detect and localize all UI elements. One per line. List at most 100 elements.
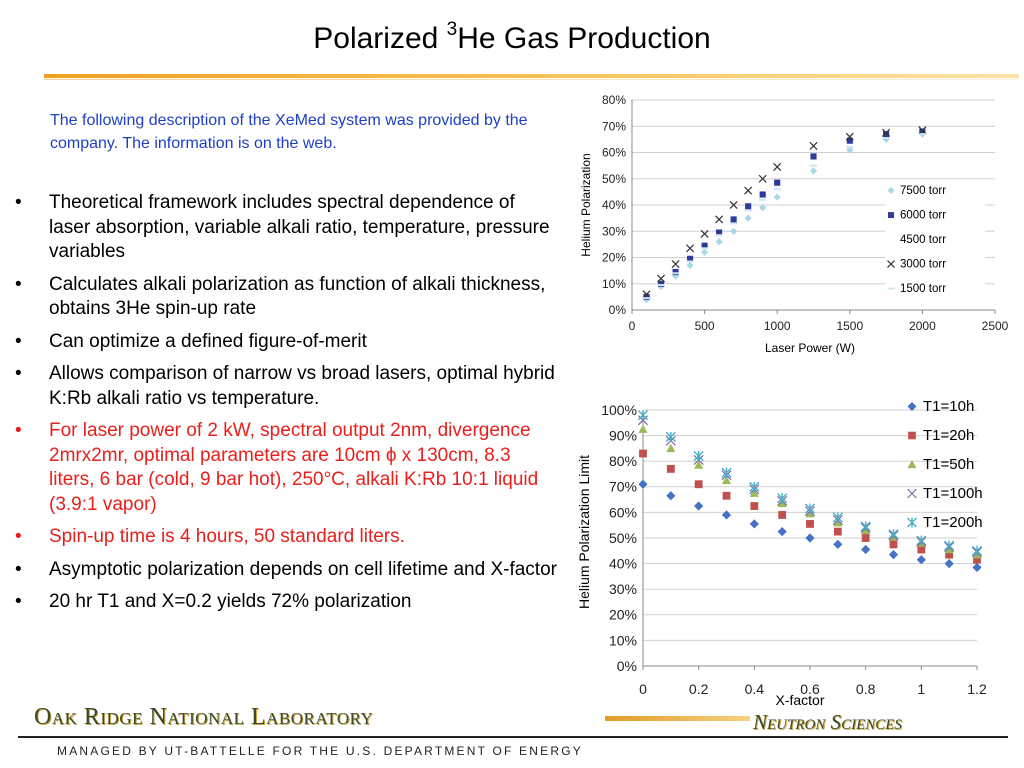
y-tick-label: 50%	[602, 172, 626, 186]
bullet-text: Allows comparison of narrow vs broad las…	[49, 363, 555, 409]
bullet-dot: •	[15, 273, 22, 295]
data-point	[694, 460, 704, 469]
data-point	[686, 244, 695, 253]
data-point	[730, 216, 737, 223]
data-point	[722, 491, 731, 500]
legend-marker	[888, 212, 894, 219]
data-point	[749, 481, 760, 492]
data-point	[804, 503, 816, 514]
intro-text: The following description of the XeMed s…	[50, 112, 528, 152]
title-main: Polarized	[313, 22, 447, 55]
legend-label: 4500 torr	[900, 234, 946, 246]
data-point	[721, 467, 732, 478]
bullet-item: • Asymptotic polarization depends on cell…	[12, 558, 560, 583]
data-point	[774, 179, 781, 186]
x-axis-title: Laser Power (W)	[765, 341, 855, 355]
legend-label: 1500 torr	[900, 283, 946, 295]
y-tick-label: 10%	[602, 277, 626, 291]
data-point	[642, 290, 651, 299]
x-tick-label: 1000	[764, 319, 791, 333]
data-point	[860, 521, 871, 532]
y-tick-label: 10%	[609, 632, 637, 648]
data-point	[700, 229, 709, 238]
data-point	[750, 502, 759, 510]
y-tick-label: 90%	[609, 428, 637, 444]
legend-label: T1=200h	[923, 514, 983, 531]
data-point	[918, 133, 926, 136]
data-point	[701, 248, 709, 256]
legend-label: T1=50h	[923, 456, 974, 473]
y-tick-label: 0%	[617, 658, 637, 674]
y-axis-title: Helium Polarization Limit	[576, 455, 592, 609]
y-tick-label: 40%	[602, 198, 626, 212]
x-tick-label: 1500	[836, 319, 863, 333]
data-point	[971, 545, 983, 556]
data-point	[889, 540, 898, 549]
data-point	[882, 135, 890, 143]
data-point	[715, 215, 724, 224]
data-point	[657, 280, 665, 287]
x-tick-label: 0.8	[856, 681, 876, 697]
data-point	[882, 128, 891, 137]
legend-marker	[907, 460, 917, 469]
x-tick-label: 2000	[909, 319, 936, 333]
y-tick-label: 0%	[609, 303, 627, 317]
managed-by-text: MANAGED BY UT-BATTELLE FOR THE U.S. DEPA…	[57, 744, 583, 758]
legend-label: 7500 torr	[900, 185, 946, 197]
data-point	[888, 529, 899, 540]
data-point	[744, 209, 752, 212]
legend-marker	[907, 488, 917, 499]
data-point	[694, 480, 703, 489]
data-point	[809, 141, 818, 150]
data-point	[657, 284, 665, 287]
bullet-dot: •	[15, 192, 22, 213]
data-point	[773, 188, 781, 191]
legend-label: T1=10h	[923, 398, 974, 415]
x-axis-title: X-factor	[775, 692, 824, 708]
x-tick-label: 1.2	[967, 681, 987, 697]
y-tick-label: 60%	[602, 146, 626, 160]
title-divider-shadow	[44, 79, 1019, 80]
data-point	[773, 162, 782, 171]
data-point	[638, 479, 648, 489]
data-point	[638, 424, 648, 433]
ornl-logo: Oak Ridge National Laboratory	[34, 704, 374, 730]
data-point	[888, 550, 899, 560]
title-divider	[44, 74, 1019, 78]
data-point	[805, 533, 815, 543]
bullet-dot: •	[15, 363, 22, 384]
data-point	[666, 443, 676, 453]
x-tick-label: 0	[639, 681, 647, 697]
data-point	[721, 475, 732, 485]
y-tick-label: 30%	[609, 581, 637, 597]
bullet-item: • Can optimize a defined figure-of-merit	[12, 330, 560, 355]
title-rest: He Gas Production	[457, 22, 711, 55]
data-point	[832, 512, 843, 523]
y-tick-label: 80%	[609, 453, 637, 469]
data-point	[861, 534, 870, 542]
data-point	[918, 126, 927, 135]
bullet-text: Can optimize a defined figure-of-merit	[49, 330, 367, 352]
data-point	[715, 238, 723, 246]
data-point	[749, 519, 759, 529]
bullet-list: • Theoretical framework includes spectral…	[12, 191, 560, 623]
data-point	[919, 128, 926, 135]
legend-box	[885, 182, 985, 302]
bullet-text: Theoretical framework includes spectral …	[49, 192, 550, 262]
bullet-dot: •	[15, 330, 22, 352]
y-tick-label: 70%	[609, 479, 637, 495]
y-tick-label: 50%	[609, 530, 637, 546]
bullet-text: For laser power of 2 kW, spectral output…	[49, 420, 539, 515]
y-tick-label: 20%	[602, 251, 626, 265]
data-point	[882, 137, 890, 140]
y-axis-title: Helium Polarization	[579, 153, 593, 256]
data-point	[687, 255, 694, 262]
data-point	[759, 191, 766, 198]
data-point	[972, 562, 982, 573]
data-point	[729, 200, 738, 210]
x-tick-label: 0.4	[745, 681, 765, 697]
legend-marker	[887, 287, 895, 290]
bullet-dot: •	[15, 558, 22, 580]
data-point	[944, 540, 955, 551]
data-point	[637, 415, 649, 426]
